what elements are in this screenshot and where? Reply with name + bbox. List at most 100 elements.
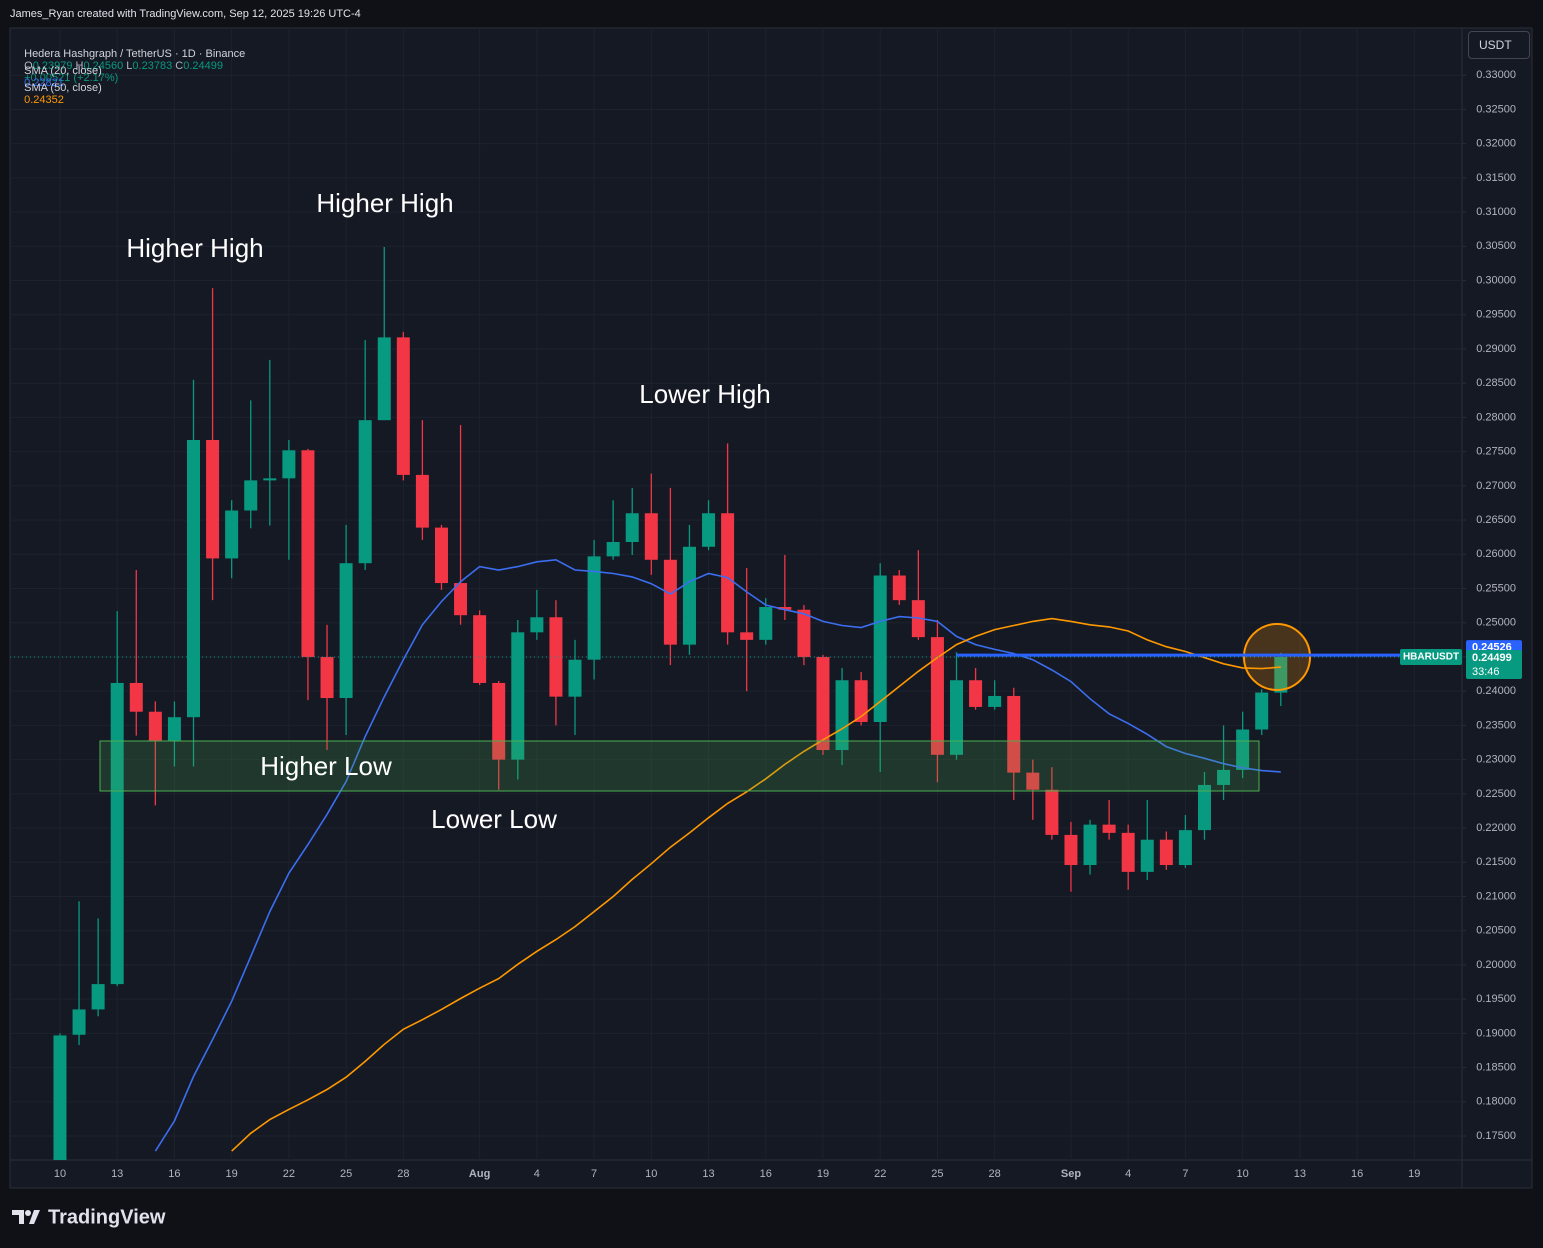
- candle-body: [1255, 692, 1269, 730]
- candle-body: [950, 680, 964, 755]
- ohlc: O0.23979 H0.24560 L0.23783 C0.24499: [24, 60, 226, 72]
- candle-body: [530, 617, 544, 633]
- candle-body: [625, 513, 639, 542]
- x-tick-label: 19: [226, 1168, 238, 1180]
- y-tick-label: 0.29000: [1476, 343, 1516, 355]
- y-tick-label: 0.33000: [1476, 69, 1516, 81]
- credit: James_Ryan created with TradingView.com,…: [10, 8, 361, 20]
- indicator-value: 0.24352: [24, 94, 64, 106]
- annotation: Higher High: [316, 188, 453, 218]
- logo-mark: [29, 1210, 40, 1224]
- y-tick-label: 0.28000: [1476, 411, 1516, 423]
- x-tick-label: 10: [1237, 1168, 1249, 1180]
- y-tick-label: 0.21500: [1476, 856, 1516, 868]
- x-tick-label: Sep: [1061, 1168, 1081, 1180]
- candle-body: [110, 682, 124, 985]
- sma-line: [154, 558, 1281, 1152]
- annotation: Higher Low: [260, 751, 392, 781]
- candle-body: [969, 680, 983, 707]
- candle-body: [148, 711, 162, 741]
- annotation: Lower High: [639, 379, 771, 409]
- y-tick-label: 0.24000: [1476, 685, 1516, 697]
- indicator-value: 0.22821: [24, 77, 64, 89]
- candle-body: [1236, 729, 1250, 770]
- y-tick-label: 0.27000: [1476, 480, 1516, 492]
- x-tick-label: 25: [340, 1168, 352, 1180]
- candle-body: [206, 440, 220, 559]
- candle-body: [377, 337, 391, 421]
- y-tick-label: 0.19000: [1476, 1027, 1516, 1039]
- y-tick-label: 0.17500: [1476, 1130, 1516, 1142]
- candle-body: [816, 656, 830, 751]
- candle-body: [587, 556, 601, 660]
- symbol-row: Hedera Hashgraph / TetherUS · 1D · Binan…: [18, 36, 245, 84]
- symbol-tag: [1400, 649, 1462, 666]
- x-tick-label: 28: [989, 1168, 1001, 1180]
- ohlc-key: H: [75, 60, 84, 72]
- currency-button[interactable]: USDT: [1468, 31, 1530, 59]
- symbol: Hedera Hashgraph / TetherUS · 1D · Binan…: [24, 48, 246, 60]
- candle-body: [434, 527, 448, 584]
- candle-body: [187, 440, 201, 718]
- candle-body: [1121, 832, 1135, 872]
- highlight-circle: [1243, 623, 1311, 691]
- candle-body: [492, 682, 506, 760]
- candle-body: [721, 513, 735, 633]
- x-tick-label: 25: [931, 1168, 943, 1180]
- y-tick-label: 0.31000: [1476, 206, 1516, 218]
- y-tick-label: 0.25500: [1476, 582, 1516, 594]
- candle-body: [301, 450, 315, 657]
- brand-logo: TradingView: [12, 1206, 166, 1228]
- y-tick-label: 0.20500: [1476, 925, 1516, 937]
- y-tick-label: 0.21000: [1476, 890, 1516, 902]
- change: +0.00521 (+2.17%): [24, 72, 119, 84]
- candle-body: [568, 659, 582, 697]
- candle-body: [225, 510, 239, 559]
- brand-name: TradingView: [48, 1206, 166, 1228]
- y-tick-label: 0.19500: [1476, 993, 1516, 1005]
- y-tick-label: 0.18500: [1476, 1062, 1516, 1074]
- indicator-row: SMA (20, close) 0.22821: [18, 53, 102, 89]
- candle-body: [91, 984, 105, 1010]
- y-tick-label: 0.26000: [1476, 548, 1516, 560]
- x-tick-label: Aug: [469, 1168, 490, 1180]
- symbol-tag-label: HBARUSDT: [1403, 652, 1459, 663]
- x-tick-label: 7: [1182, 1168, 1188, 1180]
- last-price-tag-label: 0.24499: [1472, 652, 1512, 664]
- candle-body: [682, 546, 696, 645]
- countdown: 33:46: [1472, 666, 1500, 678]
- ohlc-key: O: [24, 60, 33, 72]
- x-tick-label: 13: [702, 1168, 714, 1180]
- logo-mark: [25, 1210, 31, 1216]
- candle-body: [1217, 769, 1231, 785]
- support-zone: [99, 740, 1260, 792]
- candle-body: [1064, 834, 1078, 866]
- candle-body: [1007, 695, 1021, 773]
- x-tick-label: 19: [817, 1168, 829, 1180]
- candle-body: [1083, 824, 1097, 866]
- y-tick-label: 0.22500: [1476, 788, 1516, 800]
- y-tick-label: 0.23500: [1476, 719, 1516, 731]
- candle-body: [759, 607, 773, 640]
- x-tick-label: 10: [54, 1168, 66, 1180]
- candle-body: [415, 474, 429, 528]
- candle-body: [663, 559, 677, 645]
- x-tick-label: 16: [168, 1168, 180, 1180]
- y-tick-label: 0.32000: [1476, 138, 1516, 150]
- x-tick-label: 13: [111, 1168, 123, 1180]
- indicator-name: SMA (50, close): [24, 82, 102, 94]
- candle-body: [473, 615, 487, 683]
- candle-body: [873, 575, 887, 722]
- logo-mark: [12, 1210, 24, 1224]
- ohlc-value: 0.24499: [183, 60, 223, 72]
- ohlc-value: 0.24560: [83, 60, 124, 72]
- candle-body: [1026, 772, 1040, 790]
- time-axis: 10 13 16 19 22 25 28 Aug 4 7 10 13 16 19 22 25 28 Sep 4 7 10…: [54, 1168, 1421, 1180]
- indicator-name: SMA (20, close): [24, 65, 102, 77]
- candle-body: [511, 632, 525, 760]
- candle-body: [740, 632, 754, 640]
- y-tick-label: 0.31500: [1476, 172, 1516, 184]
- candle-body: [1140, 839, 1154, 872]
- x-tick-label: 4: [1125, 1168, 1131, 1180]
- candle-body: [72, 1009, 86, 1035]
